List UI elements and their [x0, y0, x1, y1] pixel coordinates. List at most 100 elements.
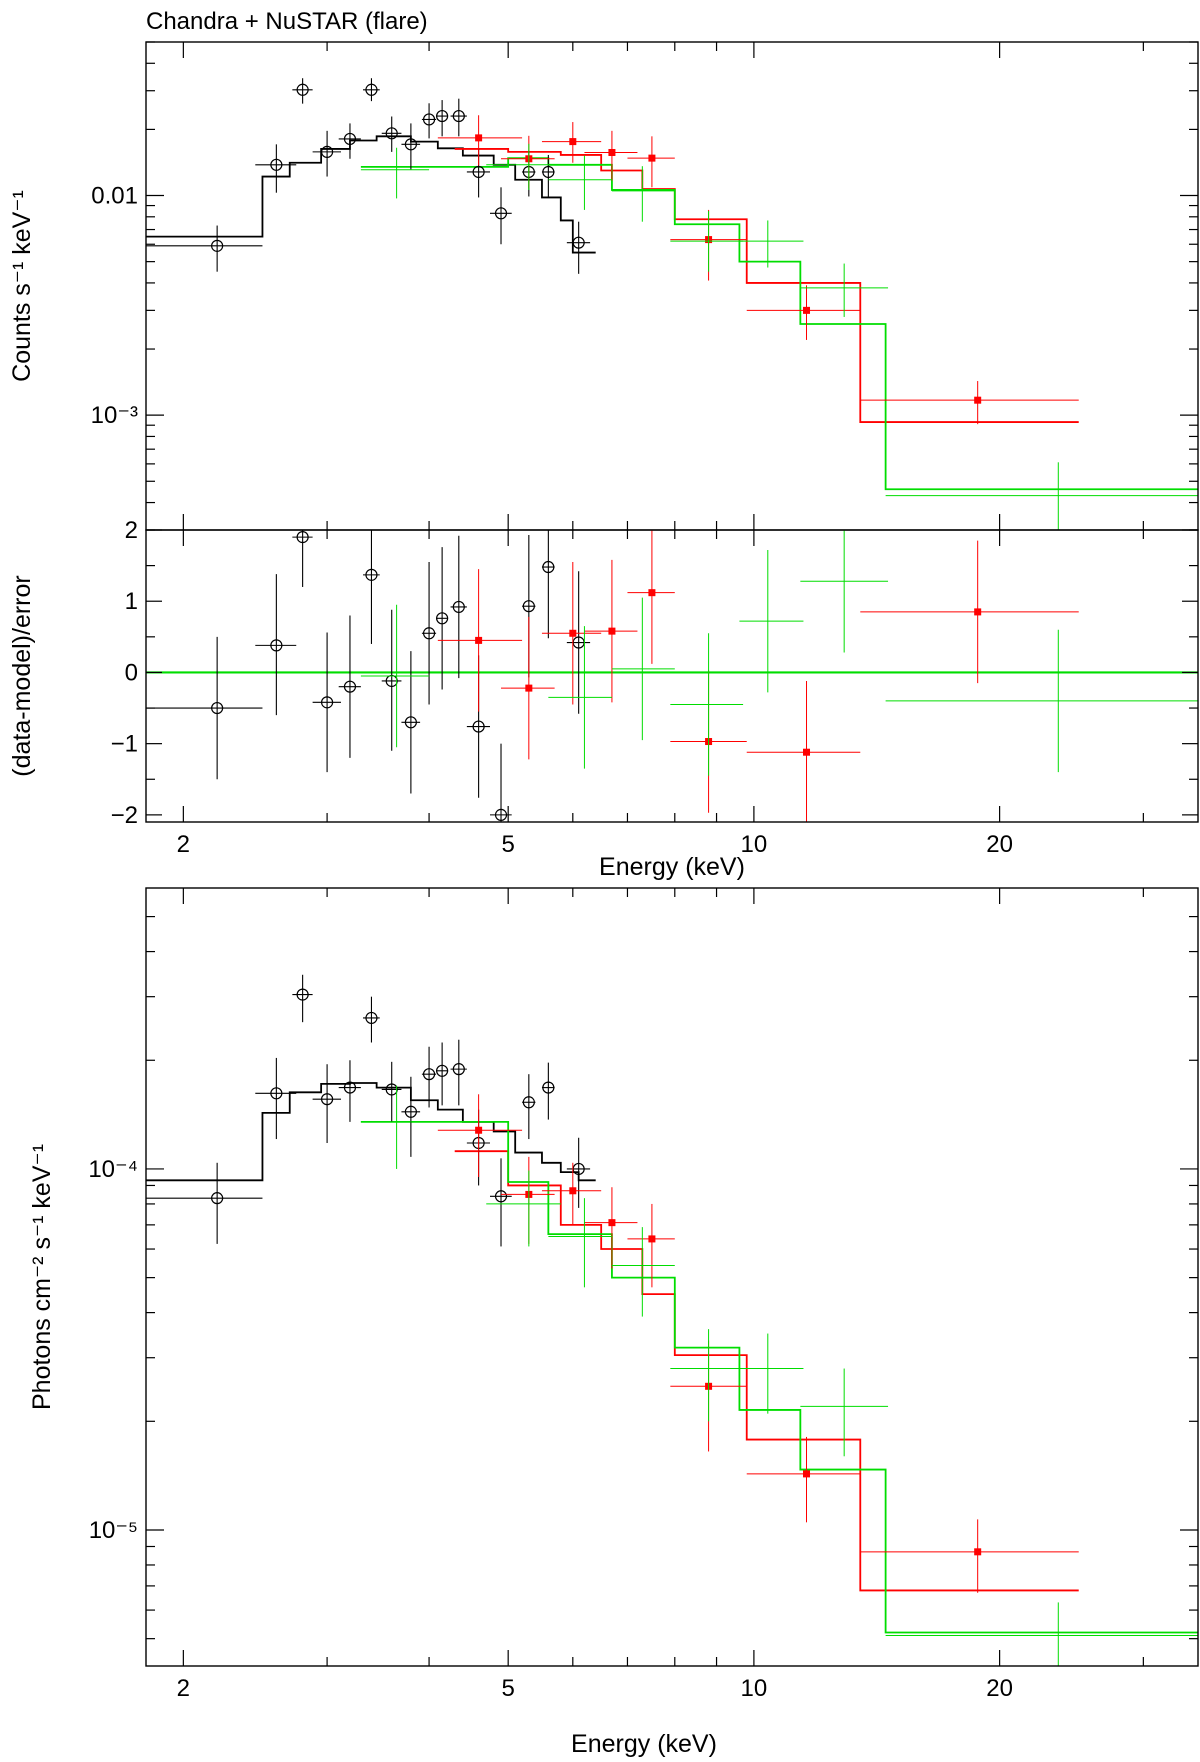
data-point — [312, 130, 341, 177]
data-point — [363, 530, 380, 644]
data-point — [670, 211, 744, 272]
circle-marker — [385, 1083, 398, 1096]
data-point — [670, 633, 744, 776]
data-point — [450, 1039, 467, 1106]
data-point — [548, 626, 612, 769]
x-tick-label: 20 — [986, 1675, 1013, 1702]
circle-marker — [522, 1096, 535, 1109]
data-point — [489, 187, 512, 245]
x-axis-label: Energy (keV) — [599, 853, 745, 881]
model-step-line — [146, 135, 596, 254]
data-point — [360, 1085, 430, 1169]
data-point — [541, 154, 555, 197]
data-point — [739, 549, 804, 693]
data-point — [860, 540, 1079, 684]
data-point — [437, 569, 523, 712]
circle-marker — [320, 696, 334, 709]
circle-marker — [472, 720, 485, 733]
data-point — [501, 616, 555, 760]
circle-marker — [343, 1081, 357, 1094]
circle-marker — [296, 531, 309, 544]
x-tick-label: 2 — [177, 831, 190, 858]
circle-marker — [422, 1068, 436, 1081]
data-point — [146, 225, 263, 272]
circle-marker — [422, 113, 436, 126]
circle-marker — [404, 716, 417, 729]
data-point — [292, 974, 313, 1023]
circle-marker — [320, 1093, 334, 1106]
data-point — [860, 381, 1079, 425]
square-marker — [648, 154, 656, 162]
data-point — [541, 562, 602, 705]
square-marker — [608, 148, 616, 156]
data-point — [800, 1368, 889, 1457]
circle-marker — [436, 109, 449, 123]
circle-marker — [211, 239, 224, 252]
circle-marker — [343, 132, 357, 146]
data-point — [450, 535, 467, 679]
data-point — [421, 103, 437, 139]
data-point — [437, 1094, 523, 1177]
square-marker — [974, 1548, 982, 1556]
data-point — [548, 1198, 612, 1288]
data-point — [739, 1333, 804, 1414]
data-point — [436, 100, 449, 137]
square-marker — [803, 748, 811, 756]
square-marker — [803, 306, 811, 314]
circle-marker — [542, 560, 555, 574]
circle-marker — [452, 109, 465, 123]
x-tick-label: 5 — [501, 1675, 514, 1702]
circle-marker — [211, 701, 224, 715]
photon-spectrum-panel: 2 5 10 20 10⁻⁴ 10⁻⁵ Photons cm⁻² s⁻¹ keV⁻¹ En… — [28, 887, 1199, 1758]
square-marker — [608, 1219, 616, 1227]
data-point — [437, 115, 523, 166]
data-point — [627, 136, 675, 188]
y-axis-label: Photons cm⁻² s⁻¹ keV⁻¹ — [28, 1144, 56, 1410]
circle-marker — [270, 1087, 283, 1100]
x-tick-label: 20 — [986, 831, 1013, 858]
data-point — [486, 1170, 561, 1247]
square-marker — [525, 684, 533, 692]
data-point — [611, 166, 675, 222]
y-tick-label: 0 — [125, 659, 138, 686]
data-point — [421, 562, 437, 705]
data-point — [401, 123, 421, 170]
circle-marker — [542, 165, 555, 179]
data-point — [746, 285, 861, 340]
data-point — [255, 574, 297, 716]
model-step-line — [360, 1120, 1198, 1634]
square-marker — [569, 138, 577, 146]
y-tick-label: 1 — [125, 588, 138, 615]
data-point — [541, 530, 555, 639]
model-step-line — [146, 1082, 596, 1182]
circle-marker — [494, 207, 508, 220]
data-point — [885, 462, 1198, 530]
chart-title: Chandra + NuSTAR (flare) — [146, 8, 428, 35]
data-point — [885, 1602, 1198, 1666]
data-point — [421, 1046, 437, 1108]
plot-frame — [145, 529, 1199, 823]
data-point — [363, 78, 380, 102]
data-point — [627, 1203, 675, 1288]
data-point — [363, 996, 380, 1043]
circle-marker — [542, 1081, 555, 1094]
circle-marker — [404, 1105, 417, 1118]
circle-marker — [385, 674, 398, 688]
circle-marker — [522, 600, 535, 613]
data-point — [146, 636, 263, 780]
square-marker — [475, 1126, 483, 1134]
circle-marker — [365, 83, 378, 96]
square-marker — [475, 636, 483, 644]
circle-marker — [270, 158, 283, 171]
data-point — [489, 1158, 512, 1247]
data-point — [360, 147, 430, 199]
data-point — [292, 78, 313, 104]
data-point — [146, 1162, 263, 1244]
data-point — [401, 1076, 421, 1157]
circle-marker — [211, 1192, 224, 1205]
data-point — [522, 1074, 536, 1140]
data-point — [627, 530, 675, 664]
y-tick-label: 2 — [125, 517, 138, 544]
data-point — [746, 680, 861, 822]
